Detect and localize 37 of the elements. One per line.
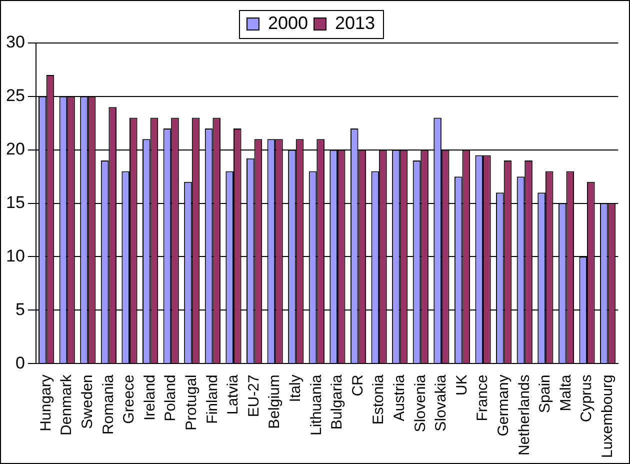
x-tick-label: Germany xyxy=(494,374,512,436)
legend-label: 2013 xyxy=(335,12,376,33)
x-tick-label: Finland xyxy=(204,374,221,424)
x-tick-label: Belgium xyxy=(266,374,284,429)
x-tick-label: Italy xyxy=(287,374,304,402)
y-tick-label: 25 xyxy=(6,86,25,106)
legend-label: 2000 xyxy=(268,12,308,33)
x-tick-label: CR xyxy=(349,374,366,396)
x-tick-label: Lithuania xyxy=(308,374,325,436)
x-tick-label: Slovenia xyxy=(412,374,429,432)
x-tick-label: Slovakia xyxy=(432,374,450,432)
x-tick-label: Bulgaria xyxy=(328,374,346,430)
x-tick-label: Luxembourg xyxy=(598,374,616,458)
x-tick-label: Protugal xyxy=(183,374,200,430)
y-tick-label: 30 xyxy=(6,32,25,52)
x-tick-label: EU-27 xyxy=(245,374,262,418)
y-tick-label: 20 xyxy=(6,140,25,159)
x-tick-label: Sweden xyxy=(79,374,96,429)
y-tick-label: 0 xyxy=(15,353,25,372)
x-tick-label: Malta xyxy=(557,374,574,412)
y-tick-label: 5 xyxy=(15,300,25,319)
x-tick-label: Greece xyxy=(120,374,138,424)
x-tick-label: Denmark xyxy=(58,374,76,436)
x-tick-label: Estonia xyxy=(370,374,388,425)
x-tick-label: UK xyxy=(453,374,470,396)
x-tick-label: Poland xyxy=(162,374,180,422)
x-tick-label: Spain xyxy=(536,374,554,413)
x-tick-label: Latvia xyxy=(224,374,242,415)
x-tick-label: Cyprus xyxy=(578,374,596,422)
x-tick-label: Romania xyxy=(100,374,117,435)
y-tick-label: 10 xyxy=(6,246,25,266)
y-tick-label: 15 xyxy=(6,192,25,212)
x-tick-label: Austria xyxy=(390,374,408,422)
x-tick-label: Ireland xyxy=(141,374,158,420)
x-tick-label: France xyxy=(474,374,492,422)
x-tick-label: Hungary xyxy=(37,374,54,432)
x-tick-label: Netherlands xyxy=(516,374,533,456)
